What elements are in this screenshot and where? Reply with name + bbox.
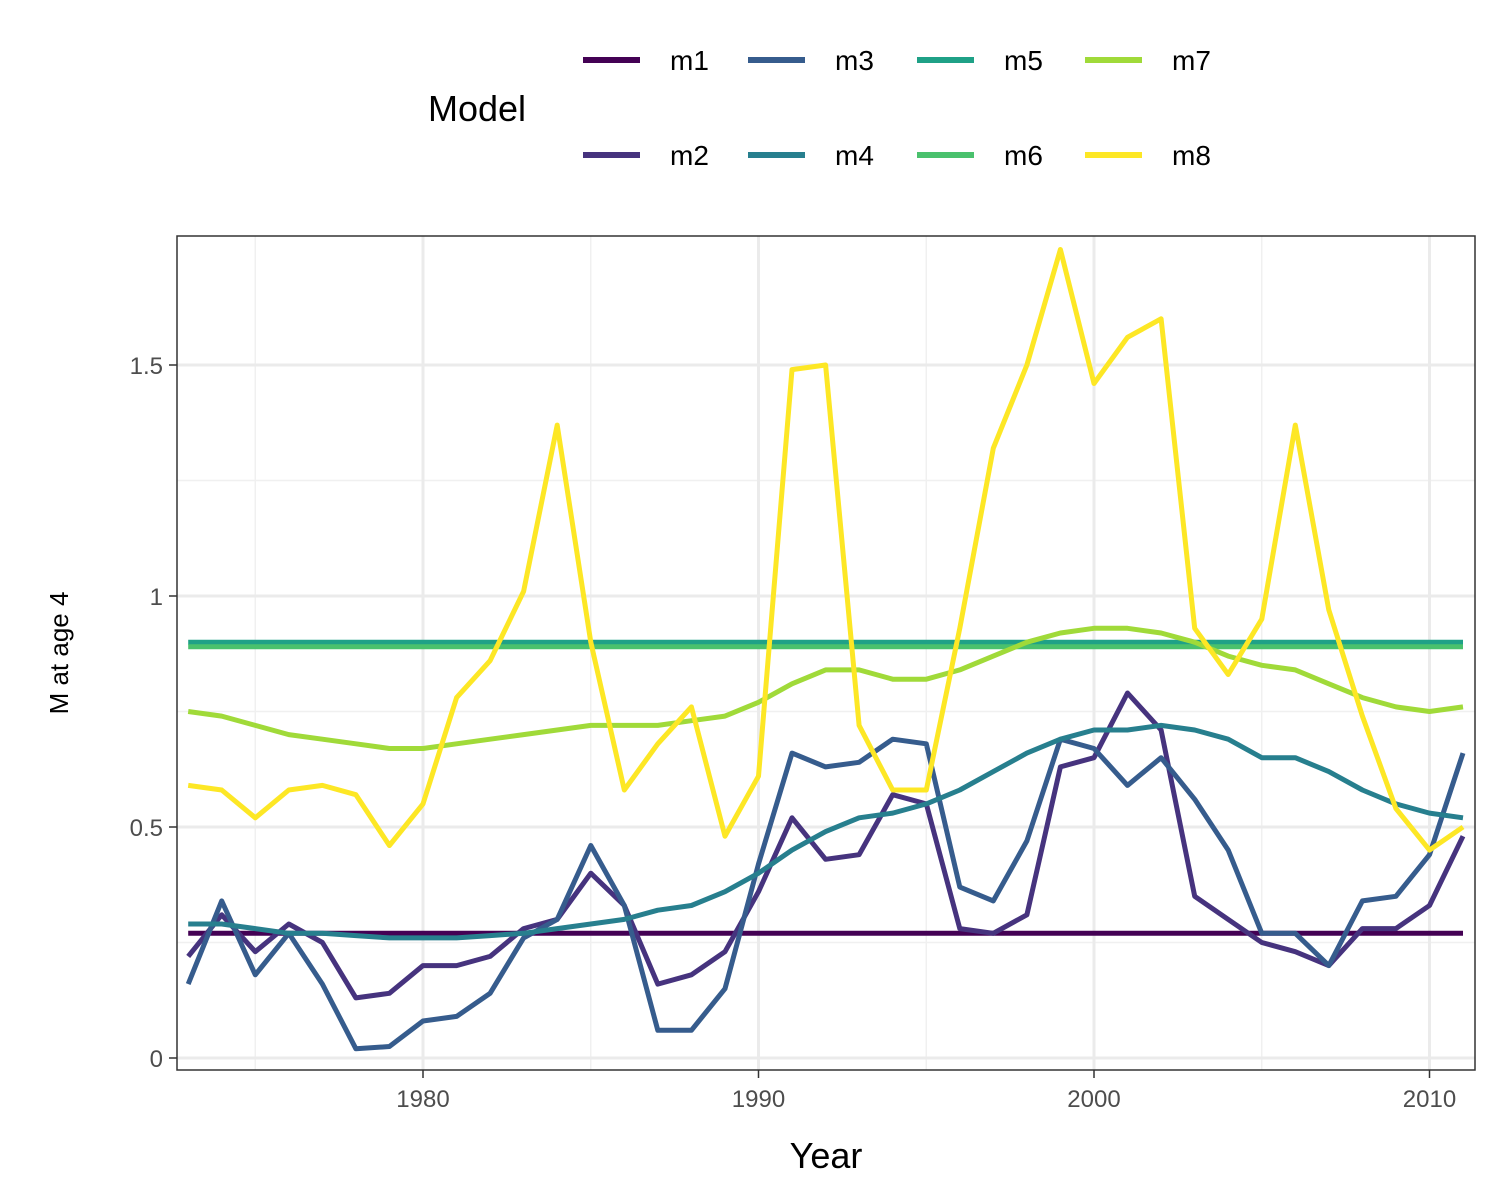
legend-label-m2: m2 xyxy=(670,140,709,171)
plot-border xyxy=(176,235,1476,1071)
series-line-m4 xyxy=(188,722,1464,941)
series-line-m2 xyxy=(186,690,1466,1001)
legend: Model m1 m2 m3 m4 m5 m6 m7 m8 xyxy=(428,45,1211,171)
legend-label-m6: m6 xyxy=(1004,140,1043,171)
x-tick-label: 2010 xyxy=(1403,1086,1456,1113)
series-line-m7 xyxy=(187,625,1464,751)
y-tick-label: 0 xyxy=(150,1046,163,1073)
series-line-m3 xyxy=(185,736,1466,1052)
series-lines xyxy=(185,247,1466,1052)
x-tick-label: 2000 xyxy=(1067,1086,1120,1113)
y-axis-title: M at age 4 xyxy=(44,592,74,715)
legend-label-m4: m4 xyxy=(835,140,874,171)
legend-title: Model xyxy=(428,88,526,129)
x-tick-label: 1990 xyxy=(732,1086,785,1113)
y-tick-label: 1.5 xyxy=(130,353,163,380)
x-tick-label: 1980 xyxy=(396,1086,449,1113)
axes: 1980 1990 2000 2010 0 0.5 1 1.5 xyxy=(130,353,1457,1113)
legend-label-m8: m8 xyxy=(1172,140,1211,171)
y-tick-label: 1 xyxy=(150,584,163,611)
legend-label-m7: m7 xyxy=(1172,45,1211,76)
plot-panel xyxy=(177,236,1475,1070)
legend-label-m5: m5 xyxy=(1004,45,1043,76)
legend-label-m1: m1 xyxy=(670,45,709,76)
series-line-m8 xyxy=(187,247,1465,853)
y-tick-label: 0.5 xyxy=(130,815,163,842)
legend-label-m3: m3 xyxy=(835,45,874,76)
x-axis-title: Year xyxy=(790,1135,863,1176)
